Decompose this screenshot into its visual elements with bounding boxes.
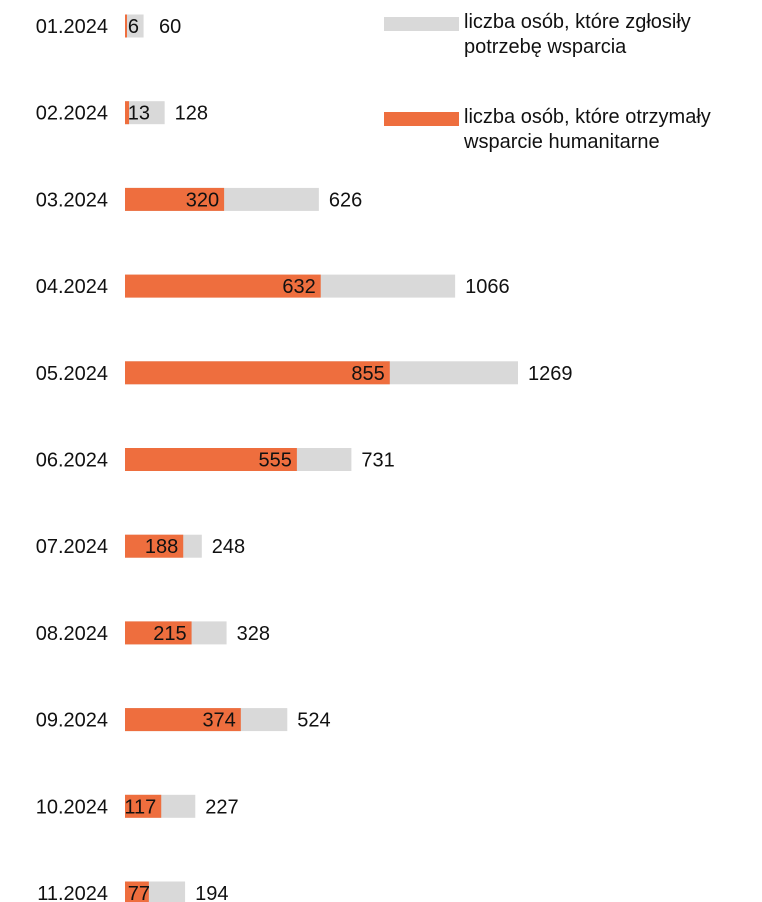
data-label-requested: 128 xyxy=(175,103,208,125)
legend-swatch-received xyxy=(384,112,459,126)
category-label: 04.2024 xyxy=(36,276,108,298)
legend-label-received: liczba osób, które otrzymały wsparcie hu… xyxy=(464,106,711,153)
bar-received xyxy=(125,101,130,125)
category-label: 07.2024 xyxy=(36,536,108,558)
category-label: 10.2024 xyxy=(36,796,108,818)
data-label-received: 117 xyxy=(124,796,156,818)
bar-received xyxy=(125,361,390,385)
data-label-received: 77 xyxy=(128,883,150,902)
category-label: 06.2024 xyxy=(36,450,108,472)
data-label-received: 13 xyxy=(128,103,150,125)
data-label-requested: 194 xyxy=(195,883,228,902)
data-label-requested: 1066 xyxy=(465,276,510,298)
category-label: 08.2024 xyxy=(36,623,108,645)
category-label: 11.2024 xyxy=(37,883,108,902)
category-label: 01.2024 xyxy=(36,16,108,38)
bars-layer: 01.2024 6 60 02.2024 13 128 03.2024 320 626 04.20… xyxy=(36,14,573,902)
data-label-received: 632 xyxy=(282,276,315,298)
data-label-requested: 328 xyxy=(237,623,270,645)
data-label-received: 320 xyxy=(186,189,219,211)
bar-requested xyxy=(125,101,165,125)
category-label: 02.2024 xyxy=(36,103,108,125)
bar-received xyxy=(125,534,184,558)
bar-received xyxy=(125,274,321,298)
data-label-requested: 524 xyxy=(297,710,330,732)
data-label-requested: 626 xyxy=(329,189,362,211)
data-label-received: 188 xyxy=(145,536,178,558)
bar-received xyxy=(125,794,162,818)
category-label: 03.2024 xyxy=(36,189,108,211)
data-label-requested: 248 xyxy=(212,536,245,558)
bar-received xyxy=(125,881,149,902)
legend-label-requested: liczba osób, które zgłosiły potrzebę wsp… xyxy=(464,11,691,58)
data-label-requested: 227 xyxy=(205,796,238,818)
bar-received xyxy=(125,708,241,732)
bar-received xyxy=(125,14,127,38)
data-label-requested: 1269 xyxy=(528,363,573,385)
data-label-received: 855 xyxy=(351,363,384,385)
data-label-requested: 60 xyxy=(159,16,181,38)
bar-received xyxy=(125,187,225,211)
bar-received xyxy=(125,621,192,645)
legend-swatch-requested xyxy=(384,17,459,31)
data-label-received: 555 xyxy=(259,450,292,472)
data-label-received: 6 xyxy=(128,16,139,38)
data-label-received: 374 xyxy=(202,710,235,732)
bar-received xyxy=(125,448,297,471)
bar-requested xyxy=(125,14,144,38)
category-label: 05.2024 xyxy=(36,363,108,385)
data-label-requested: 731 xyxy=(361,450,394,472)
category-label: 09.2024 xyxy=(36,710,108,732)
data-label-received: 215 xyxy=(153,623,186,645)
